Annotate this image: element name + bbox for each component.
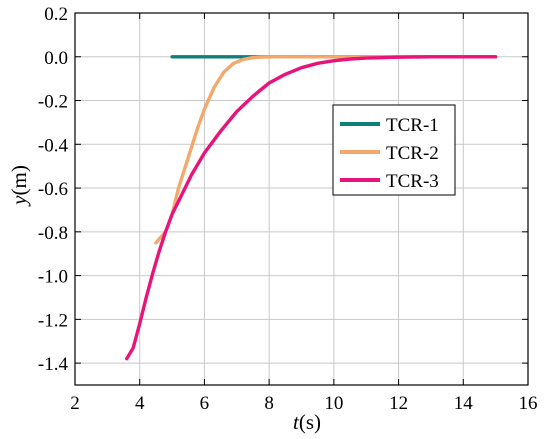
y-axis-unit: (m)	[7, 165, 31, 195]
y-tick-label: -0.8	[38, 223, 68, 244]
x-axis-unit: (s)	[299, 410, 321, 434]
legend-label-tcr-2: TCR-2	[386, 143, 439, 164]
y-axis-var: y	[7, 195, 31, 207]
legend-label-tcr-3: TCR-3	[386, 171, 439, 192]
x-tick-label: 8	[264, 393, 274, 414]
y-tick-label: -1.2	[38, 310, 68, 331]
series-line-tcr-3	[125, 55, 498, 361]
y-tick-label: -1.0	[38, 267, 68, 288]
x-tick-label: 14	[454, 393, 474, 414]
x-tick-label: 16	[519, 393, 538, 414]
series-lines	[125, 55, 498, 361]
axis-ticks: 2 4 6 8 10 12 14 16 0.2 0.0 -0.2 -0.4 -0.6 -0.8 -1.0 -1…	[38, 4, 538, 414]
legend-label-tcr-1: TCR-1	[386, 115, 439, 136]
x-tick-label: 2	[70, 393, 80, 414]
y-tick-label: -0.2	[38, 92, 68, 113]
y-axis-label: y(m)	[7, 165, 31, 207]
x-tick-label: 10	[324, 393, 343, 414]
x-tick-label: 4	[135, 393, 145, 414]
x-tick-label: 6	[200, 393, 210, 414]
legend: TCR-1 TCR-2 TCR-3	[332, 104, 456, 196]
x-tick-label: 12	[389, 393, 408, 414]
y-tick-label: 0.0	[44, 48, 68, 69]
plot-frame	[74, 12, 529, 386]
y-tick-label: -1.4	[38, 354, 69, 375]
y-tick-label: -0.6	[38, 179, 68, 200]
y-tick-label: 0.2	[44, 4, 68, 25]
x-axis-var: t	[293, 410, 300, 434]
y-tick-label: -0.4	[38, 135, 69, 156]
x-axis-label: t(s)	[293, 410, 321, 434]
